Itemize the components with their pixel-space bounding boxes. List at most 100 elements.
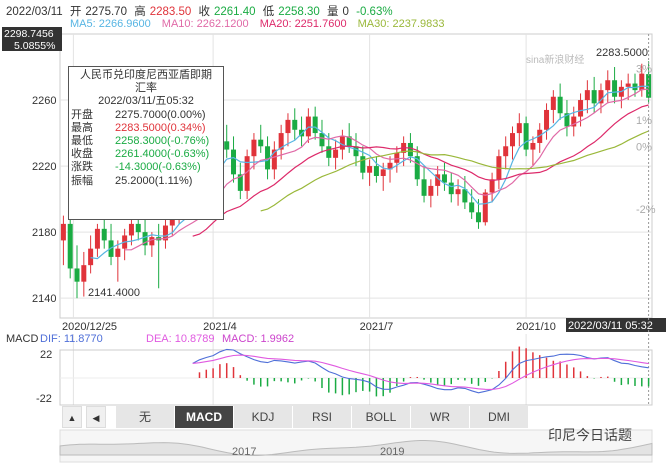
candle-body (421, 179, 427, 196)
candle-body (475, 212, 481, 223)
min-price-leader (78, 292, 86, 296)
tooltip-title: 人民币兑印度尼西亚盾即期 (80, 69, 212, 81)
candle-body (612, 80, 618, 97)
tooltip-value: 2261.4000(-0.63%) (115, 148, 210, 161)
macd-dea-label: DEA: 10.8789 (146, 333, 215, 345)
candle-body (74, 268, 80, 282)
candle-body (550, 96, 556, 110)
candle-body (482, 192, 488, 223)
tab-dmi[interactable]: DMI (470, 406, 529, 428)
current-date-label: 2022/03/11 05:32 (568, 320, 653, 332)
candle-body (101, 228, 107, 241)
tooltip-row: 最高 2283.5000(0.34%) (71, 122, 221, 135)
tab-kdj[interactable]: KDJ (234, 406, 293, 428)
ma5-line (90, 85, 649, 260)
tab-rsi[interactable]: RSI (293, 406, 352, 428)
y-tick-label: 2140 (32, 293, 56, 305)
header-vol-label: 量 (327, 6, 339, 18)
x-tick-label: 2021/4 (203, 321, 237, 333)
tooltip-value: 2283.5000(0.34%) (115, 121, 206, 134)
candle-body (367, 166, 373, 173)
candle-body (149, 237, 155, 246)
min-price-label: 2141.4000 (88, 287, 140, 299)
ma5-label: MA5: 2266.9600 (70, 18, 151, 30)
candle-body (115, 248, 121, 257)
candle-body (305, 116, 311, 137)
candle-body (162, 225, 168, 241)
candle-body (503, 146, 509, 157)
candle-body (639, 73, 645, 91)
tooltip-row: 涨跌 -14.3000(-0.63%) (71, 161, 221, 174)
macd-tick: -22 (36, 393, 52, 405)
tab-macd[interactable]: MACD (175, 406, 234, 428)
header-vol: 0 (342, 6, 349, 18)
candle-body (544, 109, 550, 130)
tooltip-value: -14.3000(-0.63%) (115, 161, 201, 174)
sina-logo: sina新浪财经 (526, 53, 584, 66)
candle-body (591, 90, 597, 104)
overview-year-label: 2017 (232, 446, 256, 458)
candle-body (394, 152, 400, 163)
right-pct-tick: 0% (636, 141, 652, 153)
watermark: 印尼今日话题 (548, 427, 632, 443)
candle-body (360, 156, 366, 173)
price-frame (59, 33, 653, 319)
tooltip-value: 2258.3000(-0.76%) (115, 135, 210, 148)
tooltip-row: 开盘 2275.7000(0.00%) (71, 109, 221, 122)
scroll-right-button[interactable]: ◀ (86, 406, 106, 428)
header-close: 2261.40 (213, 6, 256, 18)
tooltip-value: 2275.7000(0.00%) (115, 108, 206, 121)
header-close-label: 收 (198, 6, 210, 18)
header-low: 2258.30 (278, 6, 320, 18)
candle-body (333, 149, 339, 158)
candle-body (278, 133, 284, 150)
tab-boll[interactable]: BOLL (352, 406, 411, 428)
y-tick-label: 2260 (32, 95, 56, 107)
header-low-label: 低 (262, 6, 275, 18)
candle-body (285, 119, 291, 134)
candle-body (237, 174, 243, 191)
header-open-label: 开 (69, 6, 82, 18)
max-price-label: 2283.5000 (596, 47, 648, 59)
ma30-line (260, 130, 649, 212)
overview-year-label: 2019 (380, 446, 404, 458)
candle-body (373, 166, 379, 176)
candle-body (598, 90, 604, 104)
candle-body (448, 182, 454, 195)
candle-body (578, 100, 584, 117)
candle-body (94, 228, 100, 249)
y-tick-label: 2180 (32, 227, 56, 239)
tooltip-datetime: 2022/03/11/五05:32 (98, 95, 194, 108)
tooltip-row: 收盘 2261.4000(-0.63%) (71, 148, 221, 161)
right-pct-tick: 1% (636, 115, 652, 127)
tooltip-key: 最高 (71, 121, 93, 134)
candle-body (346, 136, 352, 147)
candle-body (244, 156, 250, 191)
tooltip-value: 25.2000(1.11%) (115, 174, 193, 187)
tab-none[interactable]: 无 (116, 406, 175, 428)
x-tick-label: 2021/7 (360, 321, 394, 333)
candle-body (564, 113, 570, 127)
candle-body (414, 156, 420, 180)
macd-tick: 22 (40, 349, 52, 361)
candle-body (537, 129, 543, 143)
candle-body (60, 223, 66, 241)
candle-body (469, 202, 475, 213)
candle-body (169, 215, 175, 226)
candle-body (312, 116, 318, 134)
header-open: 2275.70 (85, 6, 127, 18)
scroll-left-button[interactable]: ▲ (62, 406, 82, 428)
tooltip-row: 最低 2258.3000(-0.76%) (71, 135, 221, 148)
candle-body (258, 139, 264, 147)
candle-body (557, 96, 563, 114)
candle-body (625, 83, 631, 87)
tooltip-key: 开盘 (71, 108, 93, 121)
candle-body (387, 162, 393, 170)
x-tick-label: 2020/12/25 (62, 321, 117, 333)
tooltip-key: 涨跌 (71, 161, 93, 174)
tooltip-key: 收盘 (71, 148, 93, 161)
candle-body (81, 265, 87, 282)
candle-body (523, 123, 529, 150)
tab-wr[interactable]: WR (411, 406, 470, 428)
